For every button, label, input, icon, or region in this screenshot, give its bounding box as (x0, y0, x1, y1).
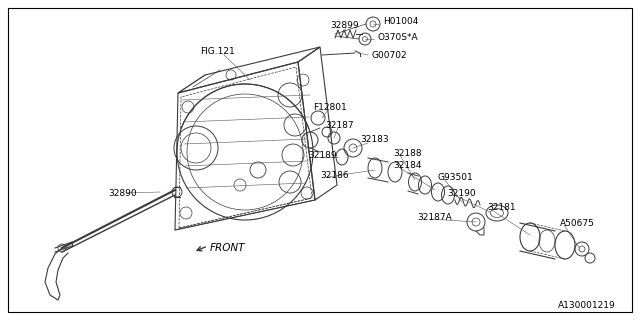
Text: 32186: 32186 (320, 171, 349, 180)
Text: FRONT: FRONT (210, 243, 246, 253)
Text: F12801: F12801 (313, 103, 347, 113)
Text: G93501: G93501 (437, 172, 473, 181)
Text: O370S*A: O370S*A (377, 34, 418, 43)
Text: 32189: 32189 (308, 150, 337, 159)
Text: 32190: 32190 (447, 188, 476, 197)
Text: 32183: 32183 (360, 135, 388, 145)
Text: A130001219: A130001219 (558, 301, 616, 310)
Text: 32187A: 32187A (417, 212, 452, 221)
Text: 32890: 32890 (108, 188, 136, 197)
Text: 32187: 32187 (325, 122, 354, 131)
Text: G00702: G00702 (371, 51, 406, 60)
Text: 32899: 32899 (330, 20, 358, 29)
Text: A50675: A50675 (560, 220, 595, 228)
Text: 32188: 32188 (393, 148, 422, 157)
Text: H01004: H01004 (383, 18, 419, 27)
Text: 32181: 32181 (487, 204, 516, 212)
Text: 32184: 32184 (393, 162, 422, 171)
Text: FIG.121: FIG.121 (200, 47, 235, 57)
